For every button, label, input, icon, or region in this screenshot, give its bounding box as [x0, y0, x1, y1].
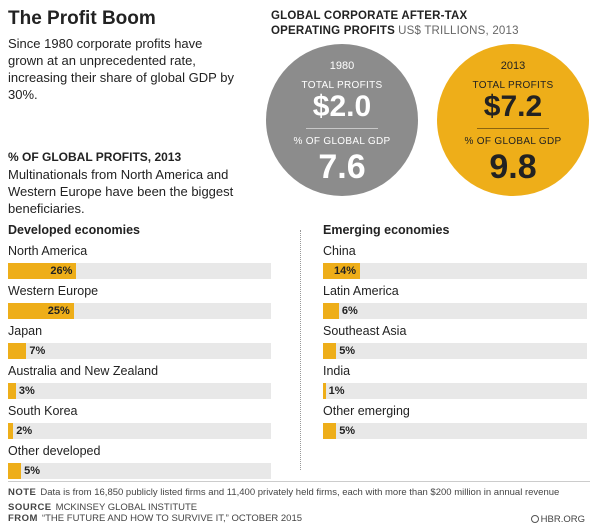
bar-value-label: 5%: [339, 425, 356, 437]
footer-rule: [8, 481, 590, 482]
bar-row-south-korea: South Korea 2%: [8, 404, 271, 440]
bar-row-japan: Japan 7%: [8, 324, 271, 360]
bar-label: Japan: [8, 324, 43, 338]
circle-1980-rule: [306, 128, 378, 129]
circle-2013: 2013 TOTAL PROFITS $7.2 % OF GLOBAL GDP …: [437, 44, 589, 196]
bar-track: 1%: [323, 383, 587, 399]
bar-label: Other developed: [8, 444, 101, 458]
bar-track: 2%: [8, 423, 271, 439]
bar-row-western-europe: Western Europe 25%: [8, 284, 271, 320]
bar-track: 14%: [323, 263, 587, 279]
copyright-icon: [530, 515, 539, 523]
profits-header-line1: GLOBAL CORPORATE AFTER-TAX: [271, 10, 468, 22]
bar: [8, 263, 77, 279]
bar-track: 3%: [8, 383, 271, 399]
bar-row-india: India 1%: [323, 364, 587, 400]
source-block: SOURCE MCKINSEY GLOBAL INSTITUTE FROM “THE…: [8, 502, 302, 524]
bar-value-label: 26%: [50, 265, 73, 277]
note-tag: NOTE: [8, 487, 37, 498]
bar-row-china: China 14%: [323, 244, 587, 280]
profits-header-unit: US$ TRILLIONS, 2013: [398, 25, 519, 37]
bar-label: North America: [8, 244, 88, 258]
from-text: “THE FUTURE AND HOW TO SURVIVE IT,” OCTO…: [41, 513, 303, 524]
bar-value-label: 1%: [328, 385, 345, 397]
bar: [323, 383, 326, 399]
bar-value-label: 7%: [29, 345, 46, 357]
bar-value-label: 25%: [47, 305, 70, 317]
circle-2013-total-value: $7.2: [483, 90, 543, 123]
section-description: Multinationals from North America and We…: [8, 167, 234, 216]
circle-1980-year: 1980: [329, 60, 355, 72]
profits-header-line2: OPERATING PROFITS: [271, 25, 395, 37]
bar-label: Australia and New Zealand: [8, 364, 159, 378]
bar-track: 6%: [323, 303, 587, 319]
circle-2013-gdp-label: % OF GLOBAL GDP: [464, 136, 562, 147]
bar-label: Latin America: [323, 284, 399, 298]
credit: HBR.ORG: [530, 514, 585, 525]
bar-row-australia-and-new-zealand: Australia and New Zealand 3%: [8, 364, 271, 400]
bar-track: 26%: [8, 263, 271, 279]
emerging-heading: Emerging economies: [323, 223, 450, 237]
bar-label: India: [323, 364, 351, 378]
bar-label: Other emerging: [323, 404, 410, 418]
source-tag: SOURCE: [8, 502, 52, 513]
bar-row-other-developed: Other developed 5%: [8, 444, 271, 480]
circle-1980: 1980 TOTAL PROFITS $2.0 % OF GLOBAL GDP …: [266, 44, 418, 196]
circle-2013-year: 2013: [500, 60, 526, 72]
from-tag: FROM: [8, 513, 38, 524]
bar-track: 5%: [323, 343, 587, 359]
chart-title: The Profit Boom: [8, 8, 156, 29]
bar-value-label: 14%: [333, 265, 356, 277]
bar: [8, 463, 22, 479]
circle-1980-gdp-label: % OF GLOBAL GDP: [293, 136, 391, 147]
bar-value-label: 3%: [18, 385, 35, 397]
column-divider: [300, 230, 301, 470]
bar-track: 5%: [8, 463, 271, 479]
circle-2013-gdp-value: 9.8: [489, 148, 537, 186]
circle-2013-rule: [477, 128, 549, 129]
bar: [323, 343, 337, 359]
circle-1980-total-value: $2.0: [312, 90, 372, 123]
bar-track: 7%: [8, 343, 271, 359]
bar: [8, 383, 16, 399]
circle-2013-total-label: TOTAL PROFITS: [472, 80, 554, 91]
bar-track: 5%: [323, 423, 587, 439]
bar: [323, 303, 339, 319]
profits-header: GLOBAL CORPORATE AFTER-TAX OPERATING PRO…: [271, 9, 591, 39]
section-title: % OF GLOBAL PROFITS, 2013: [8, 150, 182, 164]
bar-track: 25%: [8, 303, 271, 319]
bar: [8, 343, 27, 359]
bar-label: Southeast Asia: [323, 324, 407, 338]
bar-row-latin-america: Latin America 6%: [323, 284, 587, 320]
source-text: MCKINSEY GLOBAL INSTITUTE: [55, 502, 198, 513]
bar-value-label: 6%: [341, 305, 358, 317]
credit-text: HBR.ORG: [540, 514, 585, 525]
circle-1980-total-label: TOTAL PROFITS: [301, 80, 383, 91]
developed-heading: Developed economies: [8, 223, 140, 237]
intro-text: Since 1980 corporate profits have grown …: [8, 36, 234, 102]
bar-label: Western Europe: [8, 284, 99, 298]
bar-value-label: 5%: [339, 345, 356, 357]
bar-label: China: [323, 244, 356, 258]
bar-row-southeast-asia: Southeast Asia 5%: [323, 324, 587, 360]
bar: [323, 423, 337, 439]
bar: [323, 263, 360, 279]
circle-1980-gdp-value: 7.6: [318, 148, 366, 186]
bar-row-other-emerging: Other emerging 5%: [323, 404, 587, 440]
footnote: NOTE Data is from 16,850 publicly listed …: [8, 487, 593, 498]
bar: [8, 423, 14, 439]
bar-value-label: 2%: [16, 425, 33, 437]
bar-label: South Korea: [8, 404, 78, 418]
bar-value-label: 5%: [24, 465, 41, 477]
note-text: Data is from 16,850 publicly listed firm…: [40, 487, 560, 498]
bar: [8, 303, 74, 319]
bar-row-north-america: North America 26%: [8, 244, 271, 280]
